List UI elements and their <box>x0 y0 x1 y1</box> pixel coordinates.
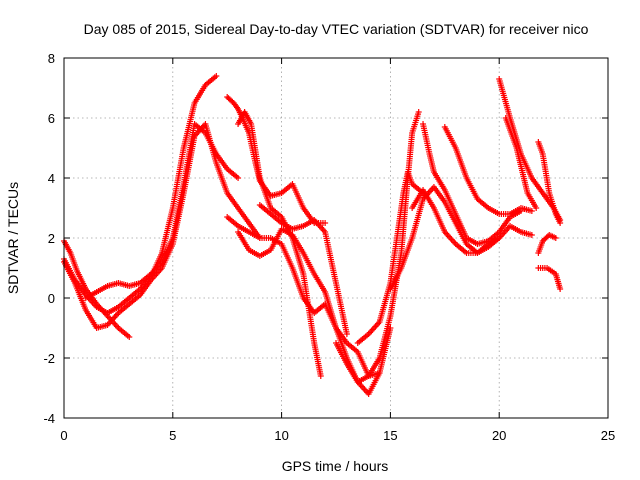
data-series <box>535 139 564 226</box>
data-series <box>502 115 540 211</box>
data-series <box>61 73 220 316</box>
y-axis-label: SDTVAR / TECUs <box>5 182 21 294</box>
y-tick-label: 8 <box>48 51 55 66</box>
x-tick-label: 0 <box>60 428 67 443</box>
axes: 0 5 10 15 20 25 -4 -2 0 2 4 6 8 <box>43 51 615 443</box>
plus-marker <box>322 220 329 226</box>
x-axis-label: GPS time / hours <box>282 458 389 474</box>
plus-marker <box>557 286 564 292</box>
data-series <box>235 226 383 379</box>
plus-marker <box>415 109 422 115</box>
data-series <box>409 187 503 256</box>
data-series <box>387 184 535 292</box>
x-tick-label: 5 <box>169 428 176 443</box>
data-series <box>82 121 242 301</box>
plus-marker <box>343 331 350 337</box>
plus-marker <box>235 175 242 181</box>
data-points <box>61 73 564 397</box>
plot-frame <box>63 57 609 419</box>
data-series <box>535 265 564 292</box>
y-tick-label: 4 <box>48 171 55 186</box>
data-series <box>61 238 133 340</box>
x-tick-label: 10 <box>274 428 288 443</box>
data-series <box>441 124 535 217</box>
data-series <box>535 232 559 256</box>
plus-marker <box>528 232 535 238</box>
y-tick-label: -2 <box>43 351 55 366</box>
plus-marker <box>552 235 559 241</box>
data-series <box>354 169 427 346</box>
x-tick-label: 25 <box>601 428 615 443</box>
chart-title: Day 085 of 2015, Sidereal Day-to-day VTE… <box>84 21 589 37</box>
x-tick-label: 15 <box>383 428 397 443</box>
y-tick-label: 2 <box>48 231 55 246</box>
data-series <box>61 121 263 331</box>
y-tick-label: 6 <box>48 111 55 126</box>
plus-marker <box>496 235 503 241</box>
data-series <box>256 202 350 337</box>
data-series <box>420 121 524 247</box>
plus-marker <box>557 220 564 226</box>
plus-marker <box>533 205 540 211</box>
x-tick-label: 20 <box>492 428 506 443</box>
grid-lines <box>64 58 608 418</box>
y-tick-label: -4 <box>43 411 55 426</box>
plus-marker <box>528 208 535 214</box>
plus-marker <box>317 373 324 379</box>
y-tick-label: 0 <box>48 291 55 306</box>
plus-marker <box>213 73 220 79</box>
plus-marker <box>126 334 133 340</box>
